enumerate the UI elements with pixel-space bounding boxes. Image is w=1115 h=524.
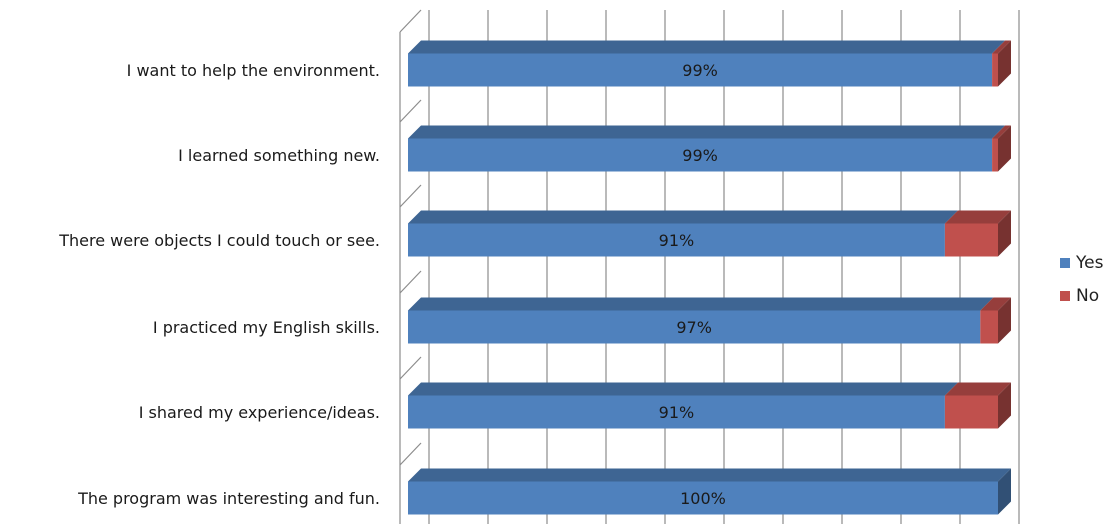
bar-no: [944, 223, 998, 257]
legend: Yes No: [1060, 246, 1115, 312]
bar-top-yes: [408, 468, 1011, 482]
bar-top-yes: [408, 382, 958, 396]
bars: [408, 40, 1011, 515]
bar-yes: [408, 223, 945, 257]
bar-no: [980, 310, 998, 344]
data-label-yes: 99%: [682, 61, 718, 80]
category-tick: [399, 356, 422, 380]
legend-swatch-yes: [1060, 257, 1070, 268]
bar-yes: [408, 395, 945, 429]
bar-top-no: [992, 40, 1011, 54]
data-label-yes: 100%: [680, 489, 726, 508]
bar-top-yes: [408, 297, 994, 311]
category-label: I want to help the environment.: [127, 61, 380, 80]
left-wall-edge: [399, 9, 422, 33]
bar-no: [992, 138, 998, 172]
bar-top-no: [992, 125, 1011, 139]
category-tick: [399, 270, 422, 294]
data-label-yes: 91%: [659, 403, 695, 422]
bar-top-yes: [408, 125, 1006, 139]
bar-yes: [408, 53, 993, 87]
legend-item-no: No: [1060, 279, 1115, 312]
bar-no: [992, 53, 998, 87]
bar-no: [944, 395, 998, 429]
bar-top-no: [944, 382, 1011, 396]
bar-top-yes: [408, 40, 1006, 54]
bar-yes: [408, 481, 998, 515]
category-label: I learned something new.: [178, 146, 380, 165]
legend-label-no: No: [1076, 285, 1100, 306]
bar-side: [998, 468, 1011, 515]
bar-top-yes: [408, 210, 958, 224]
category-label: I shared my experience/ideas.: [139, 403, 380, 422]
bar-side: [998, 40, 1011, 87]
bar-top-no: [944, 210, 1011, 224]
bar-side: [998, 125, 1011, 172]
bar-side: [998, 382, 1011, 429]
bar-yes: [408, 310, 981, 344]
category-label: The program was interesting and fun.: [77, 489, 380, 508]
category-tick: [399, 184, 422, 208]
data-label-yes: 91%: [659, 231, 695, 250]
category-label: There were objects I could touch or see.: [58, 231, 380, 250]
bar-yes: [408, 138, 993, 172]
category-tick: [399, 99, 422, 123]
category-tick: [399, 442, 422, 466]
bar-side: [998, 210, 1011, 257]
gridlines: [399, 9, 1020, 524]
bar-top-no: [980, 297, 1011, 311]
legend-item-yes: Yes: [1060, 246, 1115, 279]
legend-label-yes: Yes: [1076, 252, 1104, 273]
category-label: I practiced my English skills.: [153, 318, 380, 337]
data-label-yes: 99%: [682, 146, 718, 165]
data-label-yes: 97%: [676, 318, 712, 337]
bar-side: [998, 297, 1011, 344]
legend-swatch-no: [1060, 290, 1070, 301]
labels: 99% I want to help the environment. 99% I l…: [58, 61, 726, 508]
